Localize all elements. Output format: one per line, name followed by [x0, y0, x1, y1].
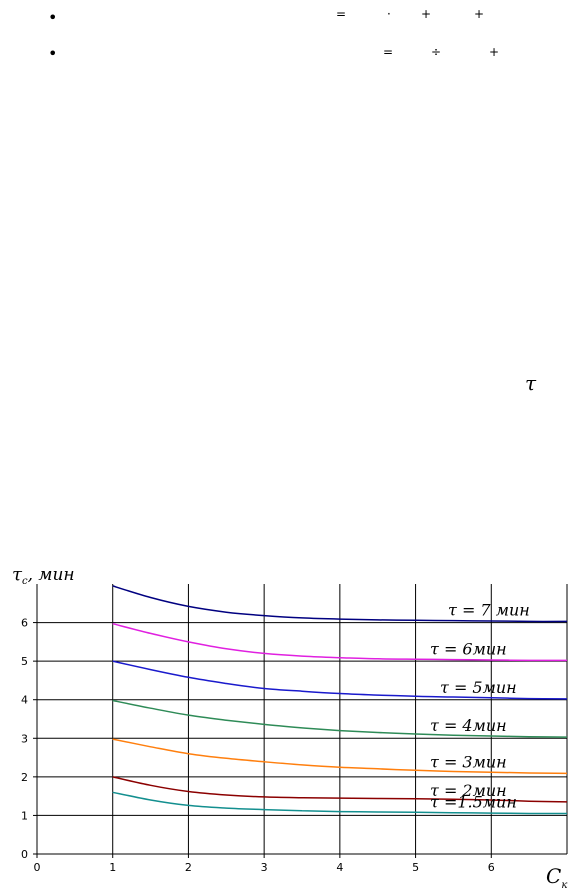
y-tick-label: 5	[21, 655, 28, 668]
series-line-6	[112, 776, 568, 803]
series-line-4	[112, 699, 568, 738]
series-line-2	[112, 622, 567, 662]
chart-axes	[33, 584, 567, 858]
tau-symbol: τ	[525, 371, 537, 395]
series-label-7: τ =1.5мин	[430, 793, 517, 812]
x-tick-label: 1	[109, 861, 116, 874]
dot-operator: ·	[387, 7, 391, 21]
y-tick-label: 1	[21, 809, 28, 822]
y-tick-label: 2	[21, 771, 28, 784]
x-tick-label: 4	[336, 861, 343, 874]
series-label-1: τ = 7 мин	[448, 600, 530, 619]
plus-sign-2: +	[474, 7, 485, 21]
series-lines	[112, 585, 568, 815]
bullet-2: •	[48, 44, 58, 63]
y-axis-label: τc, мин	[12, 564, 75, 587]
x-tick-label: 2	[185, 861, 192, 874]
series-label-3: τ = 5мин	[440, 678, 517, 697]
series-line-3	[112, 660, 568, 700]
x-tick-labels: 0 1 2 3 4 5 6	[34, 861, 495, 874]
y-tick-label: 4	[21, 694, 28, 707]
plus-sign-1: +	[421, 7, 432, 21]
equals-sign-1: =	[336, 7, 347, 21]
chart-grid	[37, 584, 568, 854]
series-label-2: τ = 6мин	[430, 639, 507, 658]
series-line-1	[112, 585, 568, 623]
x-tick-label: 0	[34, 861, 41, 874]
series-line-5	[112, 738, 568, 775]
x-axis-label: Cк	[546, 864, 567, 889]
y-tick-labels: 0 1 2 3 4 5 6	[21, 617, 28, 861]
series-labels: τ = 7 мин τ = 6мин τ = 5мин τ = 4мин τ = 3ми…	[430, 600, 530, 811]
y-tick-label: 0	[21, 848, 28, 861]
division-sign: ÷	[431, 45, 442, 59]
x-tick-label: 5	[412, 861, 419, 874]
y-tick-label: 3	[21, 732, 28, 745]
x-tick-label: 6	[488, 861, 495, 874]
y-tick-label: 6	[21, 617, 28, 630]
series-label-5: τ = 3мин	[430, 752, 507, 771]
x-tick-label: 3	[261, 861, 268, 874]
equals-sign-2: =	[383, 45, 394, 59]
bullet-1: •	[48, 8, 58, 27]
series-label-4: τ = 4мин	[430, 716, 507, 735]
plus-sign-3: +	[489, 45, 500, 59]
series-label-6: τ = 2мин	[430, 781, 507, 800]
line-chart: 0 1 2 3 4 5 6 0 1 2 3 4 5 6 τ = 7 мин τ = 6мин τ = 5ми…	[12, 564, 568, 889]
series-line-7	[112, 791, 568, 815]
